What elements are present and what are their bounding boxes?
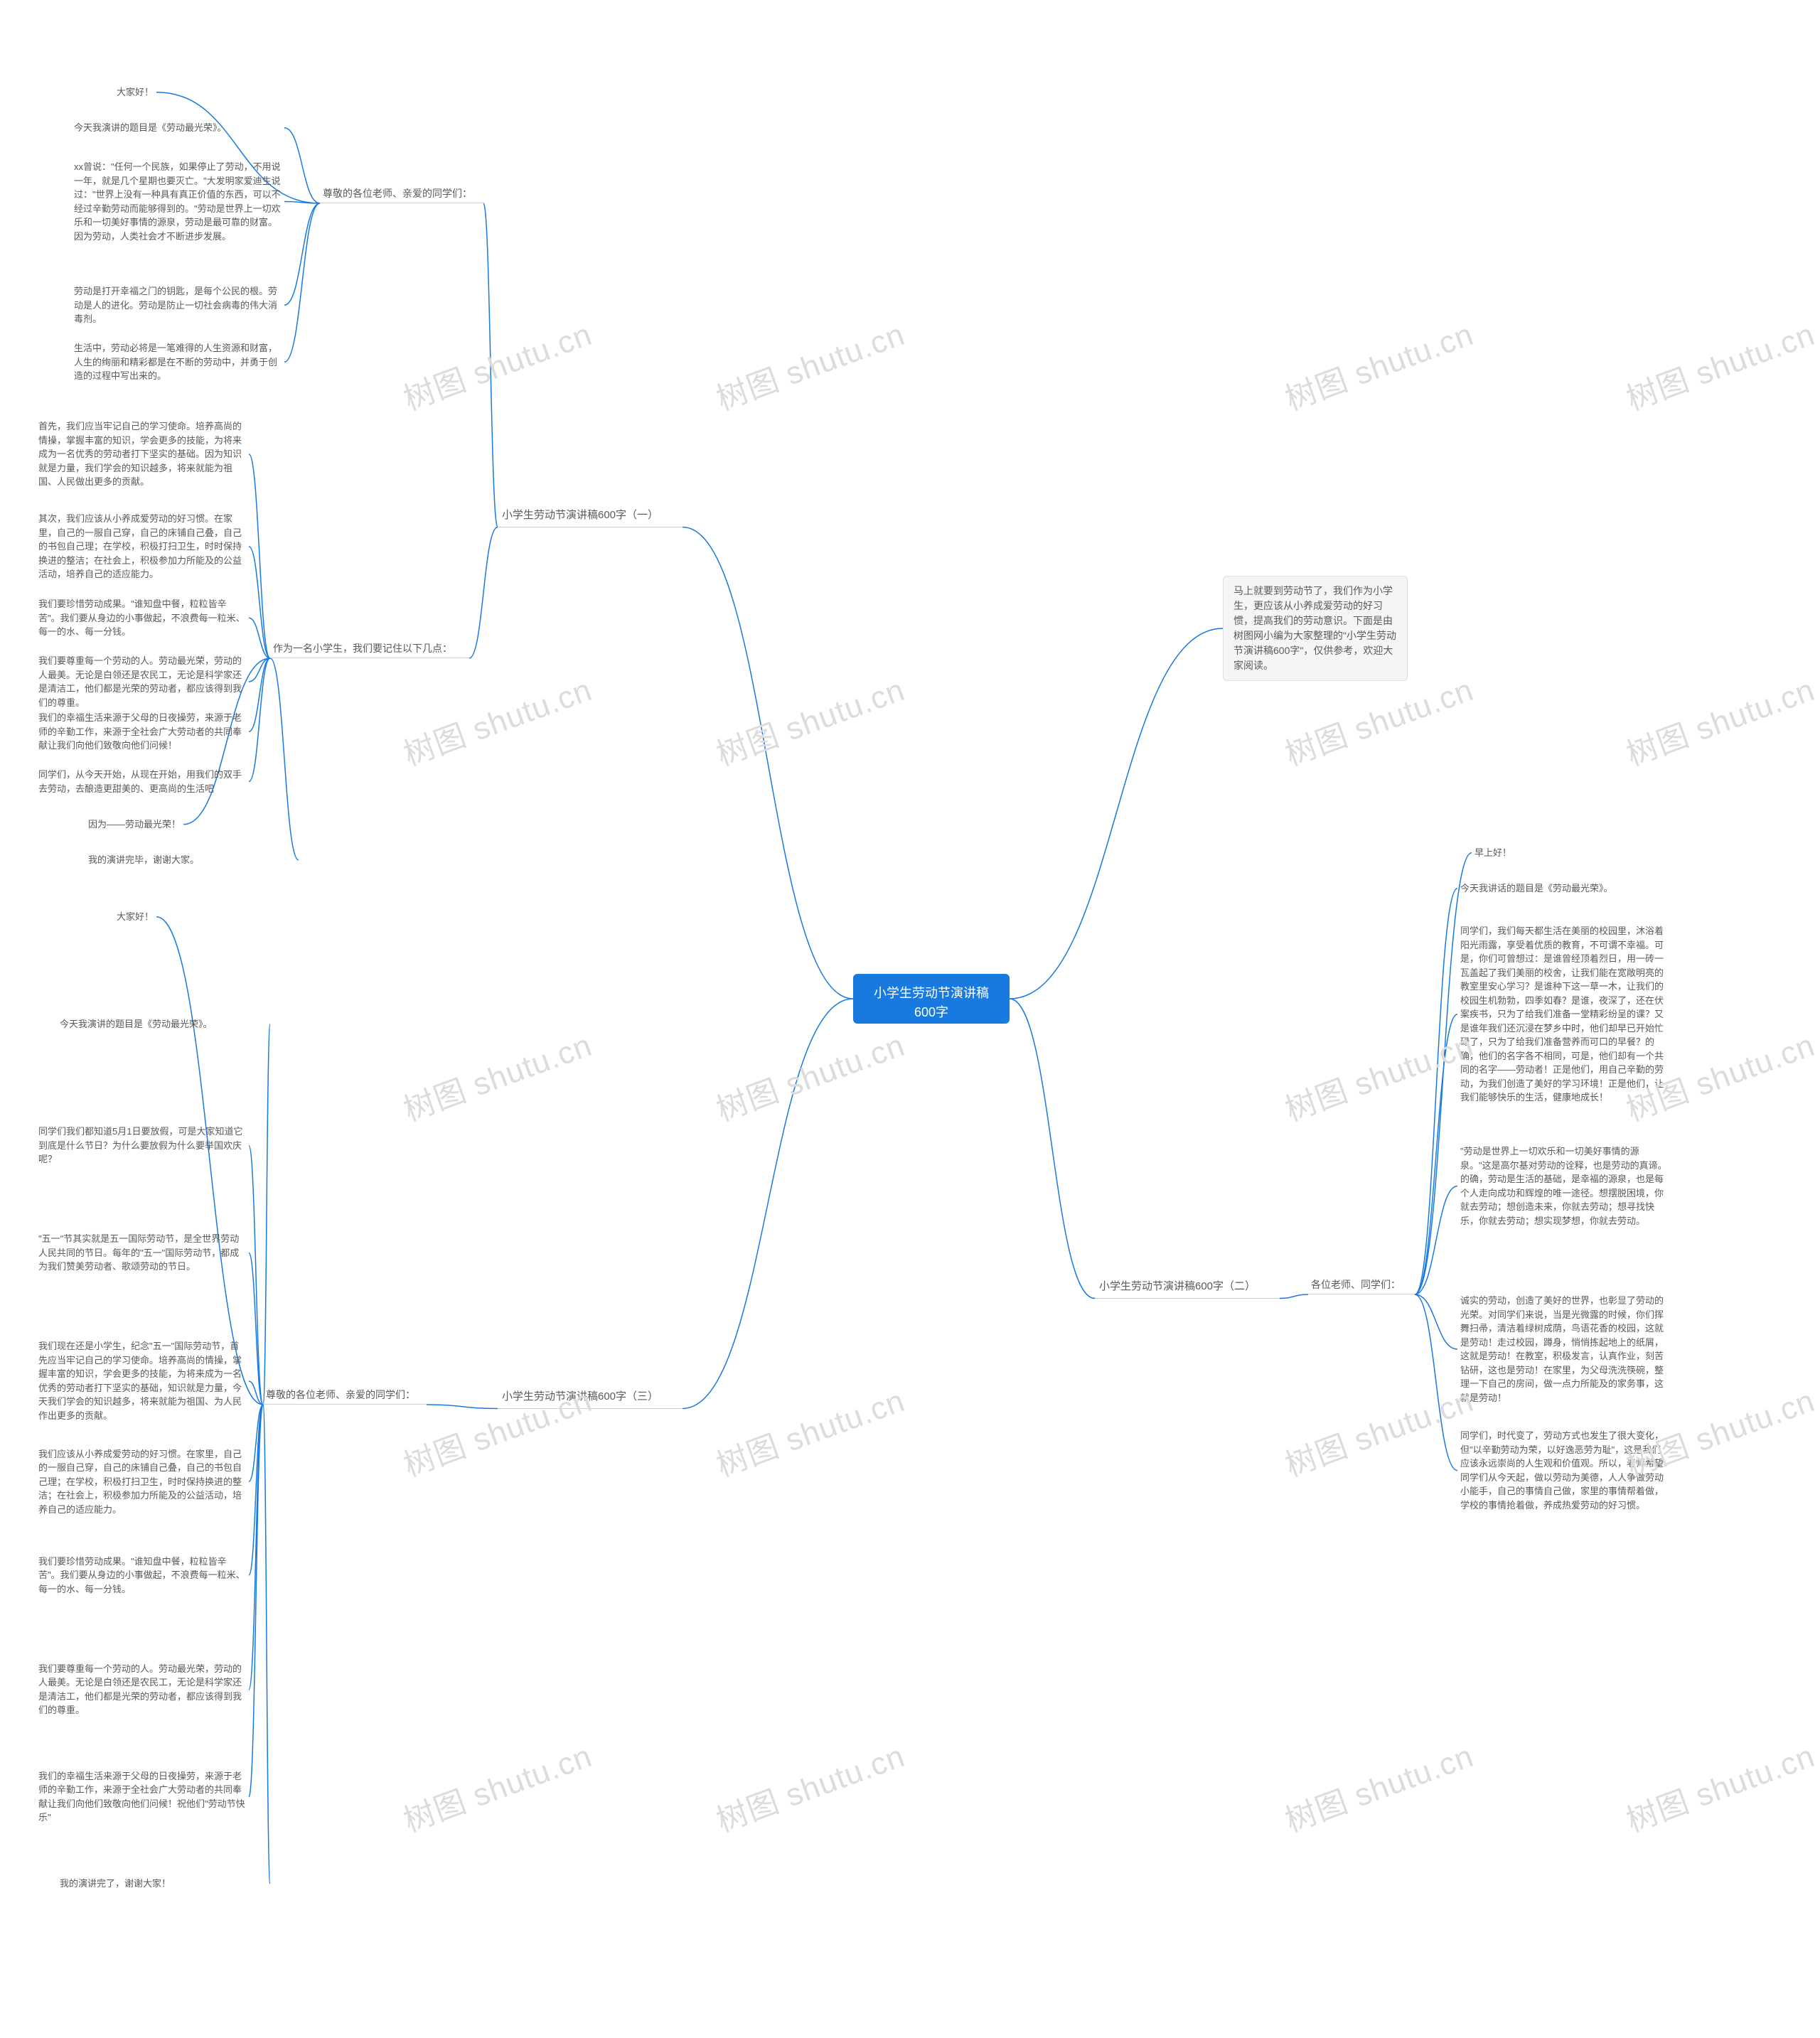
root-node: 小学生劳动节演讲稿600字 — [853, 974, 1010, 1024]
branch2-leaf-0: 早上好！ — [1472, 846, 1514, 860]
branch-2-sub: 各位老师、同学们： — [1308, 1276, 1415, 1294]
watermark: 树图 shutu.cn — [1619, 664, 1820, 774]
branch1-top-leaf-1: 今天我演讲的题目是《劳动最光荣》。 — [71, 121, 284, 135]
branch3-leaf-4: 我们现在还是小学生，纪念"五一"国际劳动节，首先应当牢记自己的学习使命。培养高尚… — [36, 1339, 249, 1422]
branch3-leaf-0: 大家好！ — [114, 910, 156, 924]
intro-node: 马上就要到劳动节了，我们作为小学生，更应该从小养成爱劳动的好习惯，提高我们的劳动… — [1223, 576, 1408, 681]
watermark: 树图 shutu.cn — [1278, 1375, 1479, 1485]
branch1-bottom-leaf-7: 我的演讲完毕，谢谢大家。 — [85, 853, 299, 867]
watermark: 树图 shutu.cn — [709, 1375, 910, 1485]
branch1-bottom-leaf-4: 我们的幸福生活来源于父母的日夜操劳，来源于老师的辛勤工作，来源于全社会广大劳动者… — [36, 711, 249, 753]
watermark: 树图 shutu.cn — [1278, 1019, 1479, 1130]
branch-3-title: 小学生劳动节演讲稿600字（三） — [498, 1386, 682, 1409]
branch3-leaf-9: 我的演讲完了，谢谢大家！ — [57, 1877, 270, 1891]
branch2-leaf-4: 诚实的劳动，创造了美好的世界，也彰显了劳动的光荣。对同学们来说，当是光微露的时候… — [1457, 1294, 1671, 1405]
watermark: 树图 shutu.cn — [396, 1019, 597, 1130]
watermark: 树图 shutu.cn — [709, 664, 910, 774]
watermark: 树图 shutu.cn — [1619, 309, 1820, 419]
branch-3-sub: 尊敬的各位老师、亲爱的同学们： — [263, 1386, 427, 1405]
branch-1-sub: 尊敬的各位老师、亲爱的同学们： — [320, 185, 483, 203]
watermark: 树图 shutu.cn — [709, 1730, 910, 1840]
branch3-leaf-6: 我们要珍惜劳动成果。"谁知盘中餐，粒粒皆辛苦"。我们要从身边的小事做起，不浪费每… — [36, 1555, 249, 1597]
branch2-leaf-3: "劳动是世界上一切欢乐和一切美好事情的源泉。"这是高尔基对劳动的诠释，也是劳动的… — [1457, 1144, 1671, 1228]
branch-2-title: 小学生劳动节演讲稿600字（二） — [1095, 1276, 1280, 1299]
watermark: 树图 shutu.cn — [396, 309, 597, 419]
branch2-leaf-1: 今天我讲话的题目是《劳动最光荣》。 — [1457, 881, 1671, 896]
watermark: 树图 shutu.cn — [1619, 1730, 1820, 1840]
branch3-leaf-7: 我们要尊重每一个劳动的人。劳动最光荣，劳动的人最美。无论是白领还是农民工，无论是… — [36, 1662, 249, 1717]
branch3-leaf-5: 我们应该从小养成爱劳动的好习惯。在家里，自己的一服自己穿，自己的床铺自己叠，自己… — [36, 1447, 249, 1517]
watermark: 树图 shutu.cn — [1278, 309, 1479, 419]
branch3-leaf-2: 同学们我们都知道5月1日要放假，可是大家知道它到底是什么节日？为什么要放假为什么… — [36, 1125, 249, 1167]
watermark: 树图 shutu.cn — [396, 664, 597, 774]
branch1-bottom-leaf-5: 同学们，从今天开始，从现在开始，用我们的双手去劳动，去酿造更甜美的、更高尚的生活… — [36, 768, 249, 795]
branch1-top-leaf-3: 劳动是打开幸福之门的钥匙，是每个公民的根。劳动是人的进化。劳动是防止一切社会病毒… — [71, 284, 284, 326]
branch2-leaf-5: 同学们，时代变了，劳动方式也发生了很大变化，但"以辛勤劳动为荣，以好逸恶劳为耻"… — [1457, 1429, 1671, 1512]
branch1-bottom-leaf-1: 其次，我们应该从小养成爱劳动的好习惯。在家里，自己的一服自己穿，自己的床铺自己叠… — [36, 512, 249, 581]
branch1-bottom-leaf-6: 因为——劳动最光荣！ — [85, 817, 183, 832]
branch1-top-leaf-4: 生活中，劳动必将是一笔难得的人生资源和财富，人生的绚丽和精彩都是在不断的劳动中，… — [71, 341, 284, 383]
branch1-top-leaf-0: 大家好！ — [114, 85, 156, 100]
branch-1-sub2: 作为一名小学生，我们要记住以下几点： — [270, 640, 469, 658]
watermark: 树图 shutu.cn — [709, 1019, 910, 1130]
watermark: 树图 shutu.cn — [396, 1730, 597, 1840]
branch2-leaf-2: 同学们，我们每天都生活在美丽的校园里，沐浴着阳光雨露，享受着优质的教育，不可谓不… — [1457, 924, 1671, 1105]
branch1-bottom-leaf-3: 我们要尊重每一个劳动的人。劳动最光荣，劳动的人最美。无论是白领还是农民工，无论是… — [36, 654, 249, 709]
branch3-leaf-1: 今天我演讲的题目是《劳动最光荣》。 — [57, 1017, 270, 1031]
watermark: 树图 shutu.cn — [1278, 1730, 1479, 1840]
watermark: 树图 shutu.cn — [709, 309, 910, 419]
branch1-top-leaf-2: xx曾说："任何一个民族，如果停止了劳动，不用说一年，就是几个星期也要灭亡。"大… — [71, 160, 284, 243]
branch3-leaf-3: "五一"节其实就是五一国际劳动节，是全世界劳动人民共同的节日。每年的"五一"国际… — [36, 1232, 249, 1274]
branch-1-title: 小学生劳动节演讲稿600字（一） — [498, 505, 682, 527]
branch1-bottom-leaf-2: 我们要珍惜劳动成果。"谁知盘中餐，粒粒皆辛苦"。我们要从身边的小事做起，不浪费每… — [36, 597, 249, 639]
branch3-leaf-8: 我们的幸福生活来源于父母的日夜操劳，来源于老师的辛勤工作，来源于全社会广大劳动者… — [36, 1769, 249, 1825]
branch1-bottom-leaf-0: 首先，我们应当牢记自己的学习使命。培养高尚的情操，掌握丰富的知识，学会更多的技能… — [36, 419, 249, 489]
